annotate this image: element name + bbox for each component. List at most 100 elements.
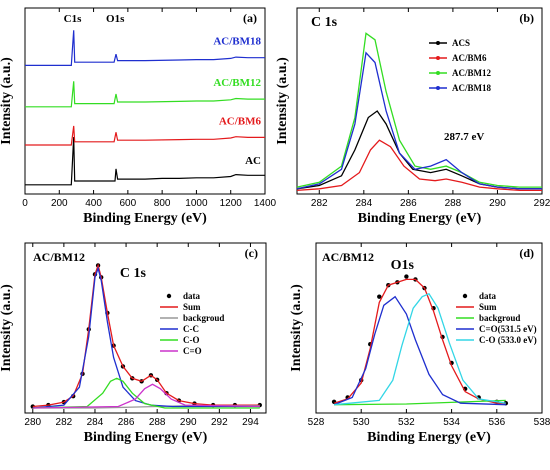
panel-d-series-1 — [333, 278, 506, 404]
panel-d-legend-marker — [462, 293, 468, 299]
panel-c-xtick-label: 290 — [180, 417, 197, 428]
panel-b-series-2 — [296, 32, 542, 188]
panel-a-ylabel: Intensity (a.u.) — [0, 57, 14, 145]
panel-b-xlabel: Binding Energy (eV) — [358, 211, 482, 226]
panel-c-xtick-label: 284 — [87, 417, 104, 428]
panel-c-series-1 — [32, 263, 260, 408]
panel-a-annotation-c1s: C1s — [64, 13, 82, 25]
panel-b-legend: ACS AC/BM6 AC/BM12 AC/BM18 — [429, 38, 491, 93]
panel-b-ylabel: Intensity (a.u.) — [275, 57, 290, 145]
panel-c-legend-label: C-C — [183, 324, 199, 334]
panel-c-series-4 — [32, 377, 260, 409]
panel-d-xtick-label: 532 — [398, 417, 415, 428]
panel-b-series-1 — [296, 139, 542, 192]
panel-c-series-5 — [32, 383, 260, 409]
panel-a-series-2 — [25, 81, 265, 108]
panel-c-xtick-label: 294 — [242, 417, 259, 428]
panel-d-series-3 — [333, 295, 506, 406]
panel-d-legend-label: data — [479, 291, 497, 301]
panel-b-xtick-label: 284 — [355, 198, 372, 209]
panel-a: 0 200 400 600 800 1000 1200 1400 Binding Energy … — [0, 7, 277, 226]
panel-d-frame — [315, 242, 543, 414]
panel-b: 282 284 286 288 290 292 Binding Energy (eV) Int… — [275, 7, 550, 226]
panel-a-series-3 — [25, 30, 265, 66]
panel-d-ylabel: Intensity (a.u.) — [289, 284, 304, 372]
panel-a-series-1 — [25, 125, 265, 146]
panel-a-xlabel: Binding Energy (eV) — [83, 211, 207, 226]
panel-b-legend-marker — [436, 56, 440, 60]
panel-c: 280 282 284 286 288 290 292 294 Binding Energy (… — [0, 242, 267, 445]
panel-a-series-label-1: AC/BM6 — [219, 115, 262, 127]
panel-d-legend-label: Sum — [479, 302, 497, 312]
panel-c-xtick-label: 286 — [118, 417, 135, 428]
panel-c-legend-marker — [166, 293, 172, 299]
panel-c-legend-label: C-O — [183, 335, 200, 345]
panel-c-legend-label: Sum — [183, 302, 201, 312]
panel-a-xtick-label: 600 — [120, 198, 137, 209]
panel-a-xtick-label: 200 — [51, 198, 68, 209]
panel-a-series-label-3: AC/BM18 — [213, 36, 261, 48]
panel-d-legend-label: backgroud — [479, 313, 520, 323]
panel-c-xtick-label: 288 — [149, 417, 166, 428]
panel-b-legend-marker — [436, 71, 440, 75]
panel-a-series-0 — [25, 136, 265, 186]
panel-d-xtick-label: 530 — [353, 417, 370, 428]
panel-c-xlabel: Binding Energy (eV) — [84, 430, 208, 445]
panel-d-series-0-point — [377, 294, 382, 299]
panel-b-panel-label: (b) — [519, 11, 534, 25]
panel-b-xtick-label: 290 — [489, 198, 506, 209]
panel-d-panel-label: (d) — [519, 246, 534, 260]
panel-c-xtick-label: 280 — [24, 417, 41, 428]
panel-b-legend-label: AC/BM6 — [452, 53, 487, 63]
panel-d-xtick-label: 528 — [308, 417, 325, 428]
panel-a-xtick-label: 1200 — [220, 198, 243, 209]
panel-a-xtick-label: 800 — [154, 198, 171, 209]
panel-d-title: O1s — [391, 258, 415, 273]
panel-b-legend-label: AC/BM12 — [452, 68, 491, 78]
panel-b-legend-marker — [436, 41, 440, 45]
panel-d-sample-label: AC/BM12 — [322, 250, 374, 264]
panel-a-series-label-2: AC/BM12 — [213, 77, 261, 89]
panel-c-legend-label: backgroud — [183, 313, 224, 323]
panel-b-series-0 — [296, 110, 542, 190]
panel-c-ylabel: Intensity (a.u.) — [0, 284, 14, 372]
panel-d-xlabel: Binding Energy (eV) — [367, 430, 491, 445]
panel-a-panel-label: (a) — [243, 11, 257, 25]
panel-a-xtick-label: 0 — [22, 198, 28, 209]
panel-b-annotation-peak: 287.7 eV — [444, 131, 484, 143]
panel-d-legend-label: C=O(531.5 eV) — [479, 324, 537, 334]
panel-d-series-0-point — [404, 274, 409, 279]
panel-a-annotation-o1s: O1s — [106, 13, 125, 25]
panel-b-legend-label: AC/BM18 — [452, 83, 491, 93]
panel-c-series-0 — [30, 263, 262, 409]
panel-c-legend-label: data — [183, 291, 201, 301]
panel-b-xtick-label: 282 — [311, 198, 328, 209]
panel-d-series-2 — [334, 399, 506, 406]
panel-b-xtick-label: 286 — [400, 198, 417, 209]
panel-b-legend-label: ACS — [452, 38, 470, 48]
panel-c-legend-label: C=O — [183, 346, 202, 356]
panel-b-xtick-label: 288 — [445, 198, 462, 209]
panel-d-xtick-label: 534 — [443, 417, 460, 428]
panel-c-frame — [24, 242, 267, 414]
panel-a-xtick-label: 1000 — [185, 198, 208, 209]
panel-c-xtick-label: 292 — [211, 417, 228, 428]
panel-d-xtick-label: 538 — [534, 417, 550, 428]
panel-d-legend-label: C-O (533.0 eV) — [479, 335, 537, 345]
panel-c-title: C 1s — [120, 266, 147, 281]
panel-a-frame — [24, 7, 266, 195]
panel-b-legend-marker — [436, 86, 440, 90]
panel-a-xtick-label: 400 — [85, 198, 102, 209]
panel-b-series-3 — [296, 51, 542, 190]
panel-d: 528 530 532 534 536 538 Binding Energy (eV) Int… — [289, 242, 550, 445]
panel-c-sample-label: AC/BM12 — [33, 250, 85, 264]
panel-c-panel-label: (c) — [245, 246, 258, 260]
panel-b-frame — [296, 7, 543, 195]
panel-a-xtick-label: 1400 — [254, 198, 277, 209]
panel-b-xtick-label: 292 — [534, 198, 550, 209]
panel-c-xtick-label: 282 — [56, 417, 73, 428]
panel-b-title: C 1s — [311, 15, 338, 30]
